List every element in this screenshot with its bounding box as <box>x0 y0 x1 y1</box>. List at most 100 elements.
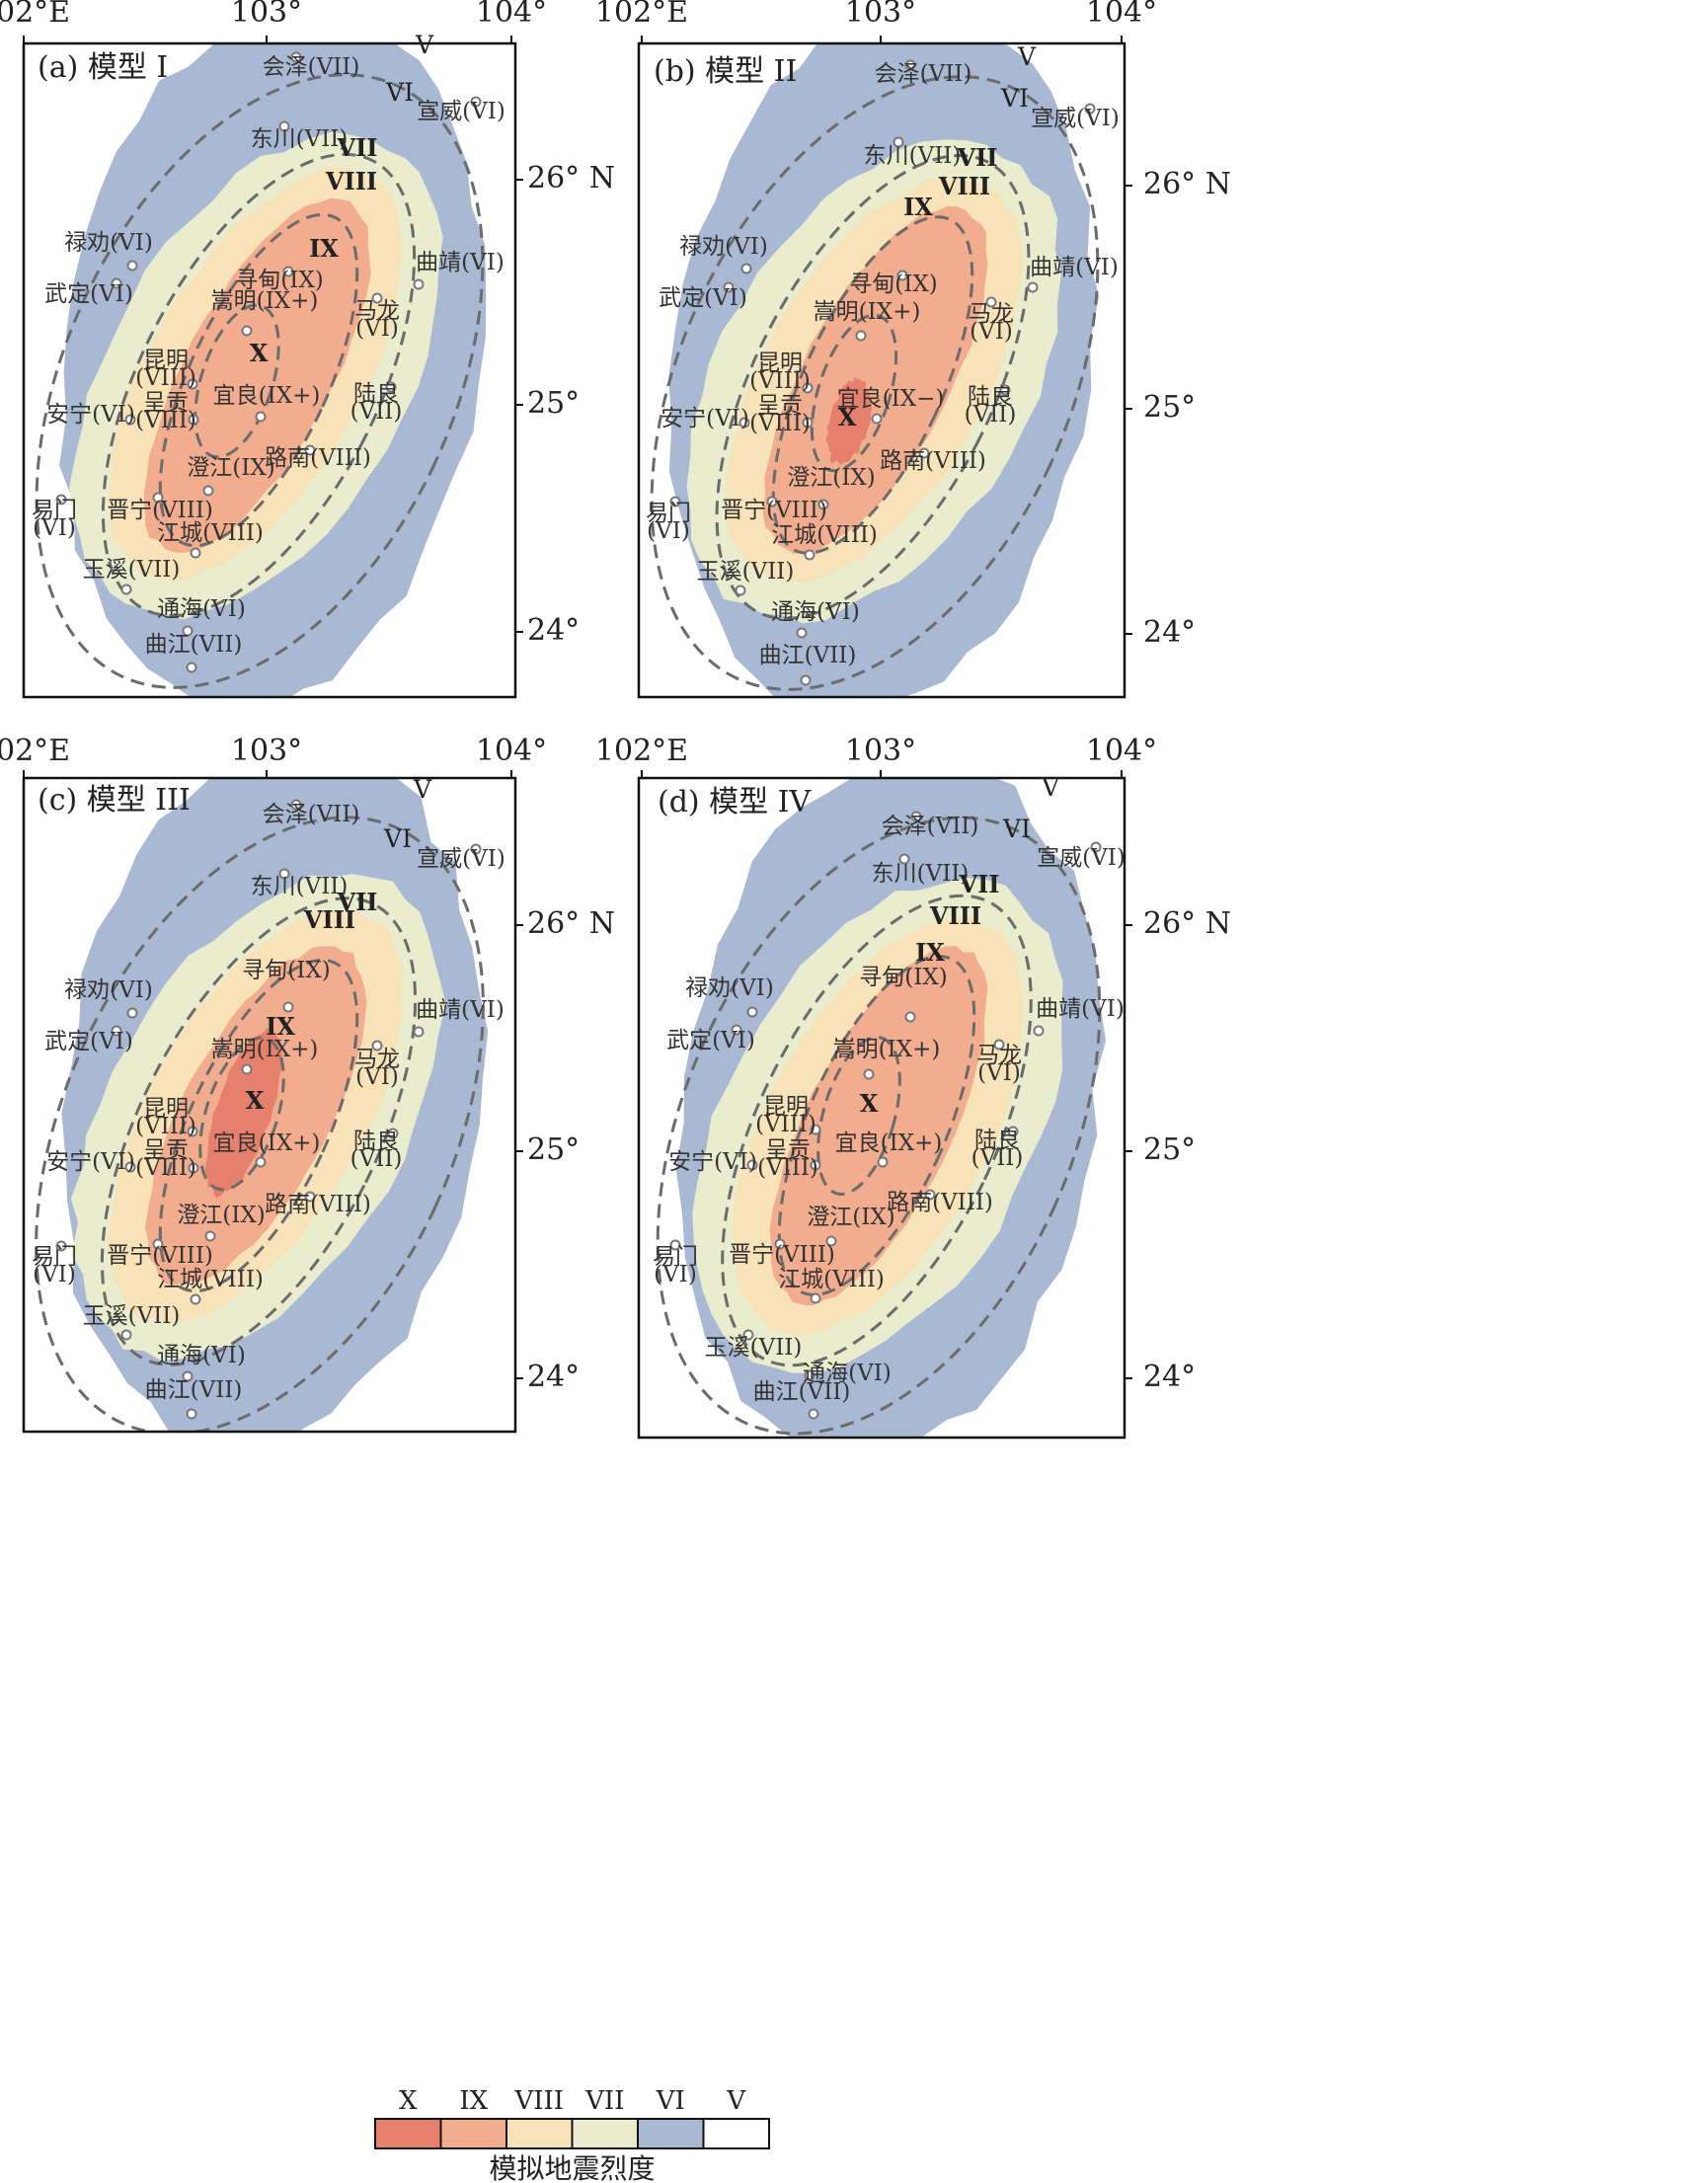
city-name: 寻甸 <box>859 965 904 990</box>
city-name: 曲靖 <box>416 250 461 275</box>
isoseismal-line-2 <box>715 153 1031 621</box>
city-label: 寻甸(IX) <box>235 268 323 293</box>
city-grade: (VIII) <box>757 1155 818 1181</box>
city-label: 安宁(VI) <box>46 402 135 428</box>
city-point <box>190 547 201 559</box>
intensity-zone-IX <box>143 197 371 553</box>
isoseismal-line-3 <box>771 215 974 555</box>
legend-swatch-VI <box>637 2118 705 2149</box>
city-label: 寻甸(IX) <box>242 958 330 983</box>
city-grade: (IX+) <box>879 1037 941 1062</box>
city-grade: (VI) <box>462 846 505 872</box>
city-name: 江城 <box>157 520 202 546</box>
city-label: 路南(VIII) <box>265 445 371 471</box>
city-name: 昆明 <box>757 351 803 376</box>
city-name: 曲靖 <box>1030 255 1075 280</box>
city-label: 路南(VIII) <box>265 1192 371 1217</box>
city-marker: 澄江(IX) <box>807 1205 895 1247</box>
city-marker: 禄劝(VI) <box>64 230 153 272</box>
city-point <box>802 417 814 429</box>
city-grade: (VII) <box>965 402 1017 428</box>
city-name: 澄江 <box>187 455 232 481</box>
city-marker: 禄劝(VI) <box>64 977 153 1019</box>
city-label: 晋宁(VIII) <box>729 1242 835 1268</box>
city-point <box>304 444 316 456</box>
city-marker: 马龙(VI) <box>969 296 1014 345</box>
city-point <box>55 494 67 506</box>
city-label: 安宁(VI) <box>46 1149 135 1175</box>
city-point <box>766 496 778 507</box>
legend-label-VII: VII <box>584 2086 624 2116</box>
city-point <box>126 1007 138 1019</box>
city-label: 东川(VII) <box>864 143 962 169</box>
legend-label-IX: IX <box>459 2086 488 2116</box>
city-grade: (VIII) <box>932 1190 993 1215</box>
city-point <box>255 411 267 423</box>
city-marker: 江城(VIII) <box>157 520 264 559</box>
city-name: 嵩明 <box>814 299 859 325</box>
zone-label-IX: IX <box>915 938 945 967</box>
lat-label: 26° N <box>527 906 615 941</box>
city-point <box>877 1156 889 1168</box>
isoseismal-line-4 <box>816 1036 901 1196</box>
city-grade: (VIII) <box>310 1192 371 1217</box>
city-label: 晋宁(VIII) <box>721 498 827 523</box>
city-point <box>985 296 997 308</box>
city-point <box>182 1370 194 1382</box>
zone-label-VIII: VIII <box>303 905 355 934</box>
city-label: 澄江(IX) <box>187 455 274 481</box>
city-grade: (VI) <box>816 599 860 625</box>
city-grade: (VII) <box>917 861 970 887</box>
city-grade: (IX) <box>832 465 875 491</box>
city-name: 玉溪 <box>697 559 742 585</box>
city-grade: (VI) <box>92 402 135 428</box>
city-marker: 寻甸(IX) <box>859 965 948 1023</box>
city-marker: 会泽(VII) <box>875 59 971 87</box>
city-grade: (VI) <box>92 1149 135 1175</box>
city-name: 马龙 <box>969 301 1014 327</box>
city-point <box>371 292 383 304</box>
lon-label: 103° <box>845 0 916 30</box>
city-name: 陆良 <box>353 381 399 407</box>
city-name: 会泽 <box>875 61 920 87</box>
city-grade: (IX+) <box>881 1130 943 1156</box>
city-name: 武定 <box>666 1028 712 1053</box>
legend-label-VI: VI <box>656 2086 685 2116</box>
city-point <box>152 1238 164 1250</box>
city-label: 宣威(VI) <box>1031 106 1120 131</box>
zone-label-VI: VI <box>1000 84 1029 113</box>
city-point <box>111 1025 122 1037</box>
isoseismal-line-3 <box>158 958 359 1293</box>
city-marker: 江城(VIII) <box>157 1267 264 1305</box>
city-grade: (VI) <box>90 281 133 307</box>
map-panel-a: 102°E 103° 104° 26° N 25° 24° (a) 模型 I VVI VII VI… <box>0 0 615 699</box>
city-grade: (VI) <box>704 285 747 311</box>
city-marker: 嵩明(IX+) <box>211 1037 318 1075</box>
isoseismal-line-1 <box>35 816 485 1432</box>
city-marker: 禄劝(VI) <box>679 234 768 274</box>
city-point <box>1007 1126 1019 1137</box>
city-grade: (VI) <box>714 1149 757 1175</box>
map-frame <box>22 776 517 1434</box>
city-point <box>387 1128 399 1139</box>
city-marker: 曲江(VII) <box>753 1379 850 1420</box>
city-grade: (IX) <box>280 268 323 293</box>
lat-label: 25° <box>1143 1132 1196 1167</box>
city-marker: 曲江(VII) <box>759 643 856 686</box>
zone-label-VII: VII <box>336 888 377 916</box>
city-point <box>282 1001 294 1013</box>
city-point <box>731 1024 742 1036</box>
city-point <box>796 627 808 639</box>
city-name: 安宁 <box>46 402 92 428</box>
city-point <box>120 1329 132 1341</box>
city-marker: 路南(VIII) <box>880 447 986 474</box>
city-marker: 会泽(VII) <box>263 51 359 80</box>
lat-label: 26° N <box>1143 167 1231 201</box>
city-name: 东川 <box>251 874 296 899</box>
city-grade: (VII) <box>128 1303 181 1329</box>
intensity-legend: X IX VIII VII VI V 模拟地震烈度 <box>374 2086 770 2183</box>
city-point <box>735 585 746 596</box>
city-point <box>742 1329 754 1341</box>
city-name: 晋宁 <box>107 1243 152 1269</box>
